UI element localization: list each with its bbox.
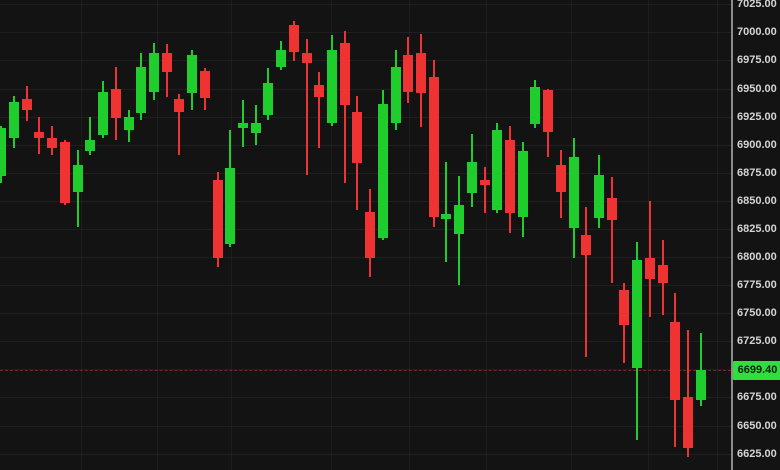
candle-wick-down — [611, 177, 613, 283]
horizontal-gridline — [0, 32, 731, 33]
trading-chart-window: 6699.40 7025.00 7000.00 6975.00 6950.00 6925… — [0, 0, 780, 470]
candle-body-up — [378, 104, 388, 238]
vertical-gridline — [717, 0, 718, 470]
price-axis-label: 6625.00 — [737, 447, 777, 461]
candle-body-up — [441, 214, 451, 219]
candle-body-up — [238, 123, 248, 128]
candle-body-down — [645, 258, 655, 279]
horizontal-gridline — [0, 60, 731, 61]
horizontal-gridline — [0, 397, 731, 398]
candle-body-up — [149, 53, 159, 92]
candle-body-down — [22, 99, 32, 110]
candle-body-down — [60, 142, 70, 203]
horizontal-gridline — [0, 145, 731, 146]
candle-body-up — [530, 87, 540, 124]
horizontal-gridline — [0, 117, 731, 118]
horizontal-gridline — [0, 4, 731, 5]
candle-body-down — [683, 397, 693, 448]
price-axis-label: 6750.00 — [737, 306, 777, 320]
price-axis-label: 6850.00 — [737, 194, 777, 208]
candle-body-up — [391, 67, 401, 123]
candle-body-up — [327, 50, 337, 123]
candle-body-down — [670, 322, 680, 400]
candle-body-down — [302, 53, 312, 63]
candle-body-down — [658, 265, 668, 283]
candle-wick-down — [318, 72, 320, 148]
candle-body-down — [174, 99, 184, 113]
price-axis-label: 6825.00 — [737, 222, 777, 236]
candle-body-down — [352, 112, 362, 163]
candle-body-down — [403, 55, 413, 92]
price-axis[interactable]: 6699.40 7025.00 7000.00 6975.00 6950.00 6925… — [731, 0, 780, 470]
candle-wick-down — [484, 167, 486, 213]
horizontal-gridline — [0, 426, 731, 427]
price-axis-label: 6800.00 — [737, 250, 777, 264]
candle-body-up — [124, 117, 134, 131]
candle-body-up — [9, 102, 19, 138]
candle-body-up — [263, 83, 273, 116]
price-axis-label: 6925.00 — [737, 110, 777, 124]
candle-body-down — [480, 180, 490, 186]
candle-body-down — [416, 53, 426, 93]
candle-wick-down — [585, 207, 587, 358]
candle-body-down — [289, 25, 299, 52]
candle-body-up — [225, 168, 235, 243]
price-axis-label: 6725.00 — [737, 334, 777, 348]
candle-body-up — [632, 260, 642, 368]
horizontal-gridline — [0, 341, 731, 342]
candle-body-down — [607, 198, 617, 221]
candle-body-down — [505, 140, 515, 213]
price-axis-label: 6675.00 — [737, 390, 777, 404]
candle-body-down — [162, 53, 172, 72]
price-axis-label: 6900.00 — [737, 138, 777, 152]
candle-body-up — [518, 151, 528, 216]
horizontal-gridline — [0, 285, 731, 286]
horizontal-gridline — [0, 201, 731, 202]
vertical-gridline — [486, 0, 487, 470]
current-price-tag: 6699.40 — [733, 361, 780, 380]
horizontal-gridline — [0, 89, 731, 90]
candle-body-up — [251, 123, 261, 133]
candle-body-up — [85, 140, 95, 151]
price-axis-label: 6975.00 — [737, 53, 777, 67]
candle-body-up — [0, 128, 6, 176]
price-axis-label: 6950.00 — [737, 82, 777, 96]
price-axis-label: 6650.00 — [737, 419, 777, 433]
candle-body-down — [314, 85, 324, 97]
candle-body-down — [581, 235, 591, 255]
candle-wick-up — [445, 162, 447, 262]
candle-body-up — [187, 55, 197, 93]
candle-body-down — [619, 290, 629, 326]
candle-body-up — [467, 162, 477, 194]
candle-body-up — [136, 67, 146, 113]
vertical-gridline — [81, 0, 82, 470]
candlestick-chart-area[interactable] — [0, 0, 731, 470]
candle-body-up — [696, 370, 706, 400]
price-axis-label: 7000.00 — [737, 25, 777, 39]
candle-body-down — [200, 71, 210, 98]
candle-body-down — [365, 212, 375, 258]
candle-body-down — [111, 89, 121, 118]
current-price-line — [0, 370, 731, 371]
horizontal-gridline — [0, 454, 731, 455]
price-axis-label: 6775.00 — [737, 278, 777, 292]
candle-body-down — [556, 165, 566, 192]
candle-body-up — [454, 205, 464, 234]
candle-body-down — [34, 132, 44, 138]
price-axis-label: 7025.00 — [737, 0, 777, 11]
candle-body-down — [213, 180, 223, 259]
candle-body-down — [543, 90, 553, 133]
candle-body-up — [276, 50, 286, 67]
candle-body-up — [98, 92, 108, 135]
price-axis-label: 6875.00 — [737, 166, 777, 180]
candle-body-up — [492, 130, 502, 210]
candle-body-down — [429, 77, 439, 216]
candle-body-up — [594, 175, 604, 218]
horizontal-gridline — [0, 173, 731, 174]
candle-body-down — [47, 138, 57, 148]
candle-body-up — [569, 157, 579, 228]
candle-body-down — [340, 43, 350, 106]
candle-body-up — [73, 165, 83, 192]
